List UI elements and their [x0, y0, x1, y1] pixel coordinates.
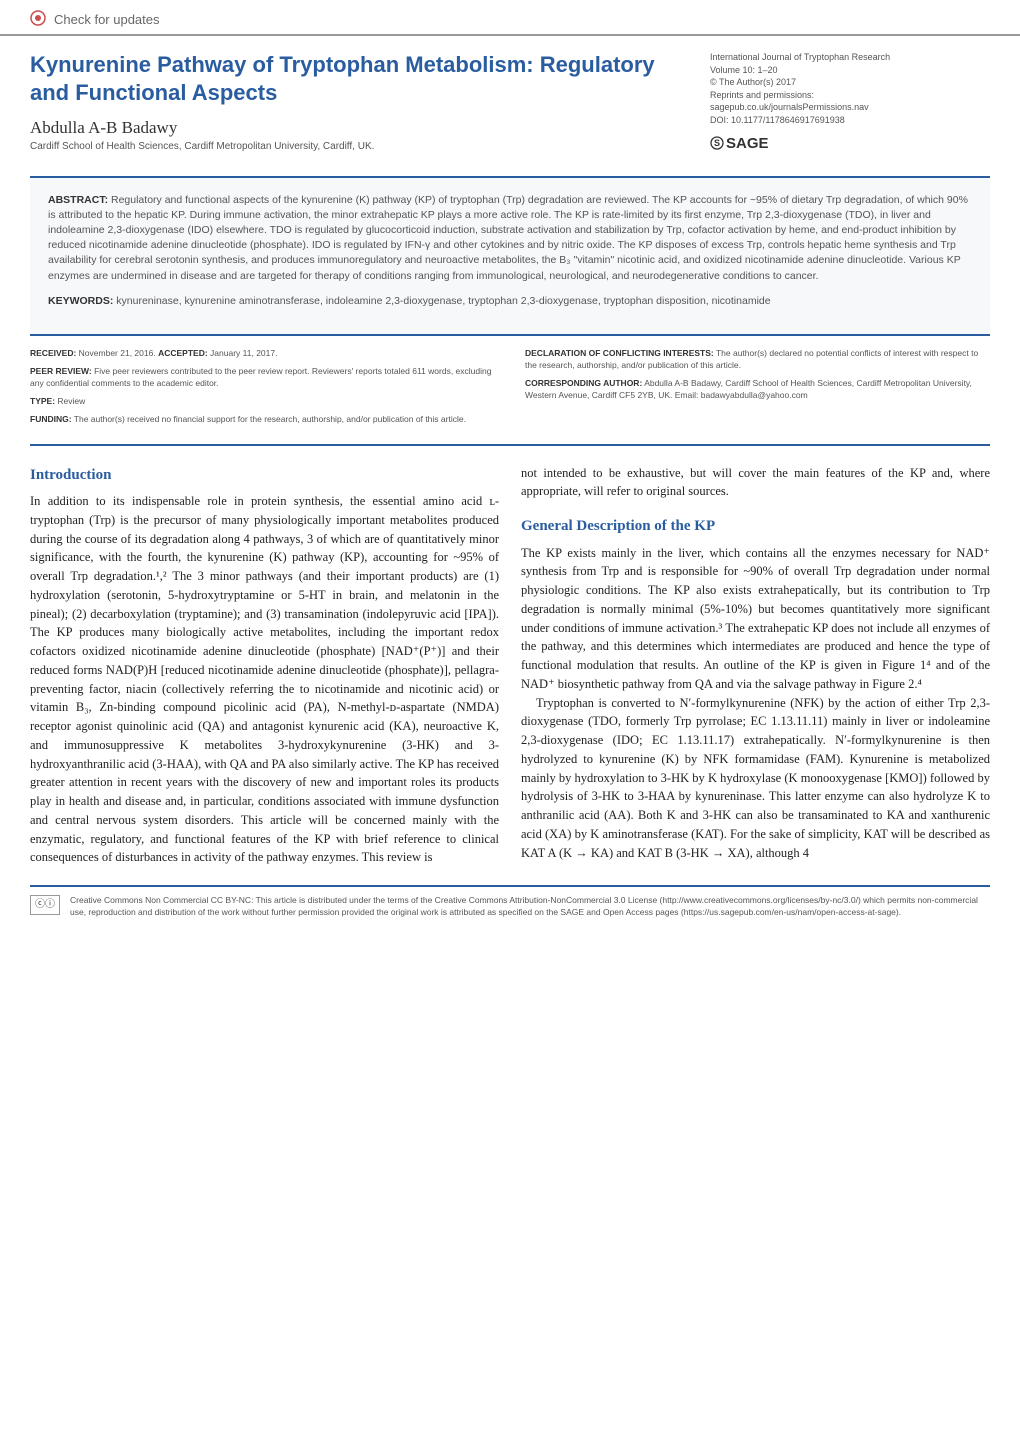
corresponding-label: CORRESPONDING AUTHOR: [525, 378, 642, 388]
license-text: Creative Commons Non Commercial CC BY-NC… [70, 895, 990, 919]
continuation-paragraph: not intended to be exhaustive, but will … [521, 464, 990, 502]
reprints-label: Reprints and permissions: [710, 89, 990, 102]
keywords-text: kynureninase, kynurenine aminotransferas… [116, 295, 770, 307]
author-affiliation: Cardiff School of Health Sciences, Cardi… [30, 141, 690, 152]
accepted-label: ACCEPTED: [158, 348, 208, 358]
general-heading: General Description of the KP [521, 515, 990, 538]
cc-badge: ⓒⓘ [30, 895, 60, 915]
update-icon [30, 10, 54, 29]
peer-review-label: PEER REVIEW: [30, 366, 92, 376]
copyright: © The Author(s) 2017 [710, 76, 990, 89]
type-text: Review [57, 396, 85, 406]
reprints-url: sagepub.co.uk/journalsPermissions.nav [710, 101, 990, 114]
check-updates-banner[interactable]: Check for updates [0, 0, 1020, 34]
volume: Volume 10: 1–20 [710, 64, 990, 77]
license-footer: ⓒⓘ Creative Commons Non Commercial CC BY… [30, 885, 990, 933]
abstract-box: ABSTRACT: Regulatory and functional aspe… [30, 176, 990, 337]
intro-paragraph: In addition to its indispensable role in… [30, 492, 499, 867]
doi: DOI: 10.1177/1178646917691938 [710, 114, 990, 127]
intro-heading: Introduction [30, 464, 499, 487]
author-name: Abdulla A-B Badawy [30, 118, 690, 138]
article-title: Kynurenine Pathway of Tryptophan Metabol… [30, 51, 690, 106]
title-section: Kynurenine Pathway of Tryptophan Metabol… [0, 34, 1020, 166]
declaration-label: DECLARATION OF CONFLICTING INTERESTS: [525, 348, 714, 358]
meta-section: RECEIVED: November 21, 2016. ACCEPTED: J… [30, 348, 990, 445]
accepted-date: January 11, 2017. [210, 348, 277, 358]
keywords-label: KEYWORDS: [48, 295, 113, 307]
funding-label: FUNDING: [30, 414, 72, 424]
publisher-logo: S SAGE [710, 133, 990, 154]
column-left: Introduction In addition to its indispen… [30, 464, 499, 868]
funding-text: The author(s) received no financial supp… [74, 414, 466, 424]
body-section: Introduction In addition to its indispen… [0, 446, 1020, 886]
abstract-label: ABSTRACT: [48, 194, 108, 206]
received-label: RECEIVED: [30, 348, 76, 358]
check-updates-label: Check for updates [54, 12, 160, 27]
journal-info: International Journal of Tryptophan Rese… [710, 51, 990, 154]
cc-symbol: ⓒⓘ [35, 899, 55, 910]
type-label: TYPE: [30, 396, 55, 406]
svg-text:S: S [714, 138, 720, 148]
general-paragraph-2: Tryptophan is converted to N′-formylkynu… [521, 694, 990, 863]
general-paragraph-1: The KP exists mainly in the liver, which… [521, 544, 990, 694]
journal-name: International Journal of Tryptophan Rese… [710, 51, 990, 64]
abstract-text: Regulatory and functional aspects of the… [48, 194, 968, 282]
received-date: November 21, 2016. [79, 348, 156, 358]
column-right: not intended to be exhaustive, but will … [521, 464, 990, 868]
publisher-name: SAGE [726, 133, 769, 154]
peer-review-text: Five peer reviewers contributed to the p… [30, 366, 491, 388]
